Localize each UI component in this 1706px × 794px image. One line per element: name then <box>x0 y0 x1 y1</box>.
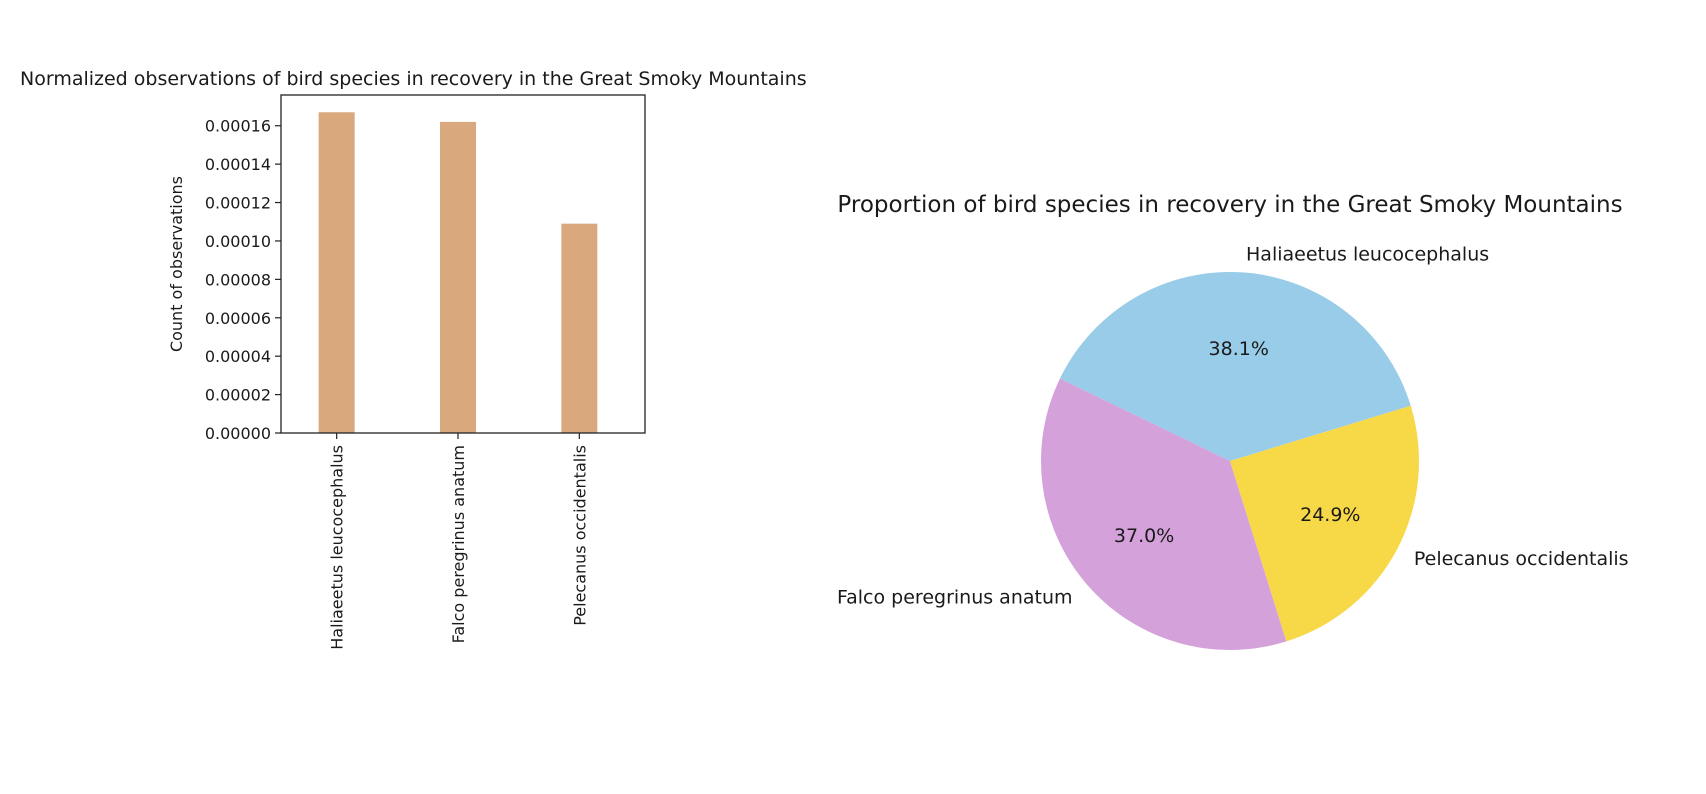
pie-slices <box>1041 272 1419 651</box>
pie-percent-label: 24.9% <box>1300 504 1360 526</box>
bar-y-tick-label: 0.00002 <box>205 386 271 405</box>
bar-y-axis-ticks: 0.00000 0.00002 0.00004 0.00006 0.00008 0.000… <box>205 117 281 443</box>
pie-chart: Proportion of bird species in recovery i… <box>837 192 1629 651</box>
pie-category-label: Haliaeetus leucocephalus <box>1246 244 1489 266</box>
bar <box>440 121 476 434</box>
bar-y-tick-label: 0.00016 <box>205 117 271 136</box>
pie-slice <box>1230 405 1419 642</box>
bar-x-tick-label: Falco peregrinus anatum <box>449 445 468 643</box>
bar-y-tick-label: 0.00010 <box>205 232 271 251</box>
pie-labels: 38.1% Haliaeetus leucocephalus 37.0% Falco … <box>837 244 1629 609</box>
bar-y-tick-label: 0.00004 <box>205 347 271 366</box>
bar-series <box>318 112 598 434</box>
bar-chart: Normalized observations of bird species … <box>20 68 807 650</box>
bar-y-tick-label: 0.00008 <box>205 270 271 289</box>
pie-percent-label: 38.1% <box>1209 338 1269 360</box>
bar-plot-frame <box>280 94 646 434</box>
pie-chart-title: Proportion of bird species in recovery i… <box>837 192 1622 218</box>
pie-percent-label: 37.0% <box>1114 525 1174 547</box>
pie-slice <box>1041 378 1287 651</box>
bar-x-tick-label: Pelecanus occidentalis <box>570 445 589 626</box>
pie-category-label: Falco peregrinus anatum <box>837 587 1073 609</box>
bar <box>318 112 355 433</box>
bar-chart-title: Normalized observations of bird species … <box>20 68 807 90</box>
bar <box>561 223 598 433</box>
bar-x-tick-label: Haliaeetus leucocephalus <box>328 445 347 650</box>
bar-y-tick-label: 0.00014 <box>205 155 271 174</box>
bar-x-axis-ticks: Haliaeetus leucocephalus Falco peregrinus… <box>328 433 589 650</box>
bar-y-tick-label: 0.00012 <box>205 194 271 213</box>
bar-y-axis-label: Count of observations <box>167 176 186 352</box>
pie-slice <box>1059 272 1411 461</box>
bar-y-tick-label: 0.00000 <box>205 424 271 443</box>
pie-category-label: Pelecanus occidentalis <box>1414 548 1629 570</box>
bar-y-tick-label: 0.00006 <box>205 309 271 328</box>
